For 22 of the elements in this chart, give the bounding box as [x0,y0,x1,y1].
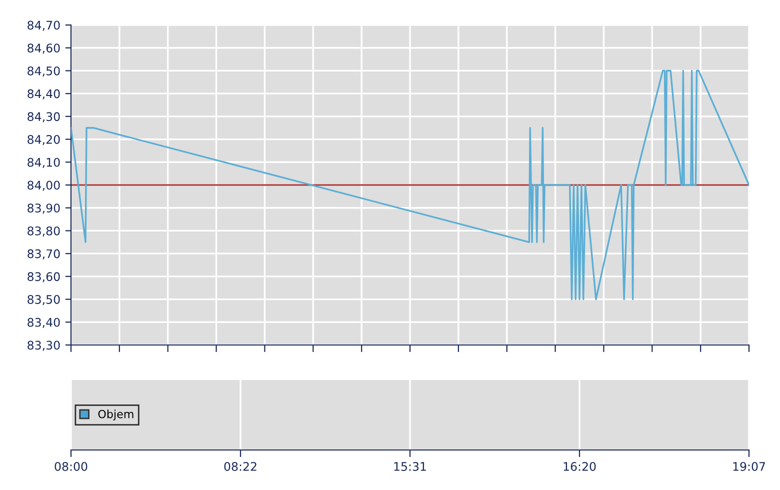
category-label: 15:31 [394,462,426,471]
y-tick-label: 84,00 [28,180,60,191]
y-tick-label: 83,30 [28,340,60,351]
y-tick-label: 84,20 [28,135,60,146]
y-tick-label: 84,40 [28,89,60,100]
category-label: 19:07 [733,462,765,471]
y-tick-label: 84,50 [28,66,60,77]
y-tick-label: 84,70 [28,20,60,31]
category-label: 08:00 [54,462,88,471]
y-tick-label: 83,50 [28,295,60,306]
y-tick-label: 84,30 [28,112,60,122]
y-tick-label: 83,60 [28,272,60,282]
y-tick-label: 84,60 [28,44,60,54]
category-label: 08:22 [224,462,256,471]
y-tick-label: 83,70 [28,249,60,260]
y-tick-label: 83,80 [28,226,60,237]
y-tick-label: 83,90 [28,204,60,214]
y-tick-label: 84,10 [28,158,60,168]
category-label: 16:20 [564,462,596,471]
legend-label: Objem [98,410,134,420]
y-tick-label: 83,40 [28,318,60,328]
line-series [71,70,749,300]
